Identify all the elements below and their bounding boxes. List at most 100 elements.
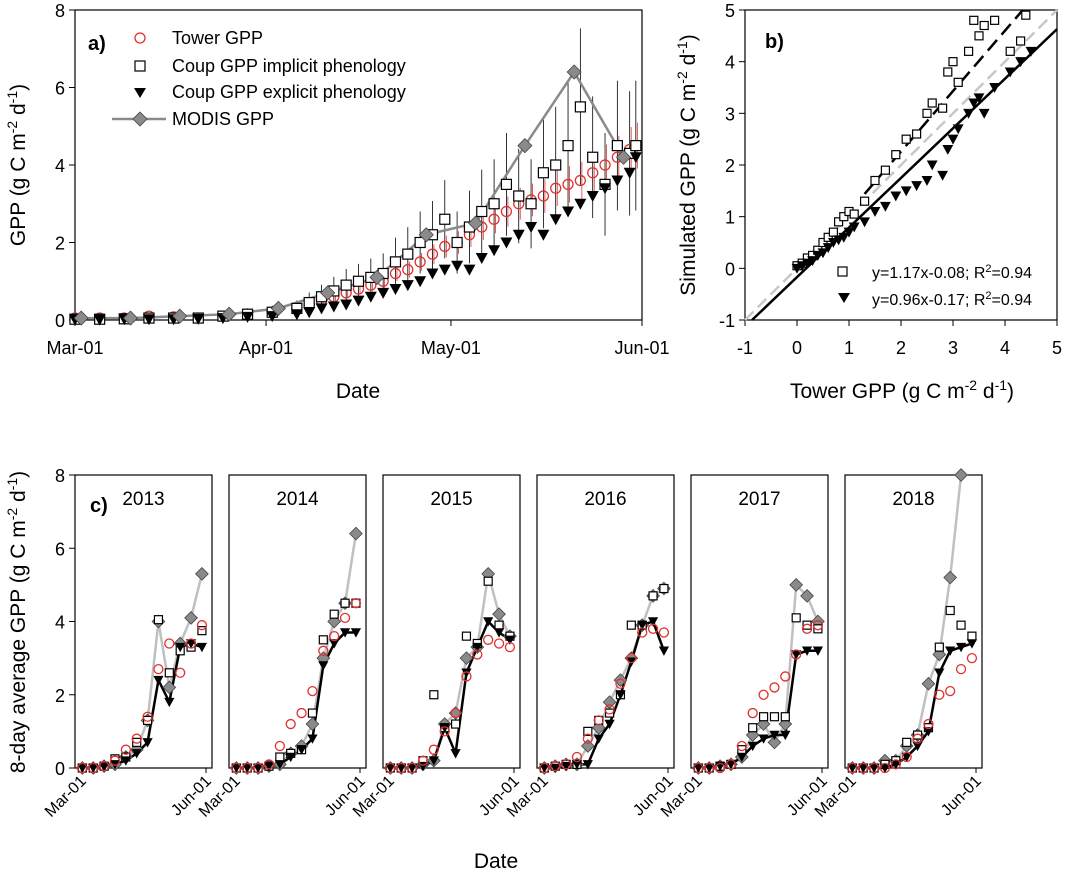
panel-b-explicit-point bbox=[848, 222, 860, 233]
panel-c-tower-point bbox=[637, 627, 648, 638]
panel-c-implicit-point bbox=[494, 620, 504, 630]
panel-c-implicit-point bbox=[769, 712, 780, 722]
panel-a-implicit-point bbox=[574, 101, 586, 113]
panel-c-implicit-point bbox=[626, 620, 636, 630]
panel-c-explicit-point bbox=[791, 650, 802, 660]
panel-c-explicit-point bbox=[450, 749, 461, 759]
panel-c-tower-point bbox=[175, 667, 186, 678]
panel-c-explicit-point bbox=[231, 763, 242, 774]
panel-c-modis-point bbox=[613, 673, 628, 687]
panel-c-explicit-point bbox=[769, 730, 780, 741]
panel-c-explicit-point bbox=[307, 734, 318, 744]
panel-a-y-tick-label: 0 bbox=[55, 311, 65, 331]
panel-c-implicit-point bbox=[583, 726, 593, 736]
panel-a-explicit-point bbox=[303, 307, 316, 319]
panel-c-tower-point bbox=[285, 718, 296, 730]
panel-a-explicit-point bbox=[574, 198, 587, 210]
panel-c-implicit-point bbox=[748, 723, 758, 733]
panel-c-explicit-point bbox=[88, 763, 99, 774]
panel-a-explicit-point bbox=[512, 229, 525, 241]
panel-c-tower-point bbox=[704, 762, 715, 774]
panel-a-explicit-point bbox=[389, 284, 402, 295]
panel-b-eq2-marker bbox=[838, 293, 850, 303]
panel-c-tower-point bbox=[539, 762, 550, 774]
panel-a-implicit-point bbox=[303, 296, 315, 309]
panel-a-x-tick-label: May-01 bbox=[421, 338, 481, 358]
panel-c-explicit-point bbox=[504, 635, 516, 645]
panel-b-implicit-point bbox=[943, 67, 953, 77]
panel-c-frame-2016 bbox=[536, 474, 675, 769]
panel-c-explicit-point bbox=[318, 661, 329, 671]
panel-c-implicit-point bbox=[802, 620, 812, 630]
panel-c-modis-point bbox=[591, 720, 606, 735]
panel-c-tower-point bbox=[196, 620, 208, 631]
panel-c-tower-point bbox=[693, 762, 704, 774]
panel-b-explicit-point bbox=[926, 160, 938, 171]
panel-a-implicit-point bbox=[414, 236, 426, 249]
panel-a-explicit-point bbox=[192, 313, 205, 325]
panel-a-implicit-point bbox=[500, 178, 513, 190]
panel-b-implicit-point bbox=[839, 212, 849, 222]
panel-b-implicit-fit-line bbox=[863, 9, 1024, 195]
panel-c-tower-point bbox=[858, 762, 869, 774]
panel-c-implicit-point bbox=[604, 708, 615, 718]
panel-c-implicit-point bbox=[934, 642, 944, 652]
panel-c-explicit-point bbox=[339, 628, 351, 638]
panel-c-tower-point bbox=[274, 740, 285, 752]
panel-c-implicit-point bbox=[648, 591, 658, 601]
panel-a-modis-line bbox=[81, 69, 625, 320]
panel-c-explicit-point bbox=[923, 727, 934, 737]
panel-c-explicit-point bbox=[890, 760, 901, 770]
panel-c-tower-point bbox=[318, 645, 329, 656]
panel-a-x-label: Date bbox=[336, 380, 380, 403]
panel-a-tower-point bbox=[439, 240, 451, 253]
panel-b-x-label: Tower GPP (g C m-2 d-1) bbox=[790, 377, 1014, 403]
panel-c-explicit-point bbox=[350, 628, 362, 638]
panel-c-year-label: 2018 bbox=[892, 489, 934, 510]
panel-c-explicit-point bbox=[801, 646, 813, 656]
panel-a-tower-point bbox=[402, 263, 414, 276]
panel-c-implicit-point bbox=[307, 708, 318, 718]
panel-c-x-label: Date bbox=[474, 850, 518, 873]
panel-b-y-tick-label: 3 bbox=[725, 104, 735, 124]
panel-a-modis-point bbox=[418, 227, 434, 243]
panel-b-implicit-point bbox=[828, 227, 839, 237]
panel-a-tower-point bbox=[414, 256, 426, 268]
panel-b-implicit-point bbox=[937, 103, 948, 113]
panel-c-frame-2015 bbox=[382, 474, 521, 769]
panel-c-implicit-point bbox=[275, 752, 285, 762]
panel-c-tower-point bbox=[493, 638, 505, 649]
panel-c-explicit-point bbox=[780, 730, 791, 741]
panel-c-tower-point bbox=[934, 689, 945, 700]
panel-b-y-tick-label: -1 bbox=[719, 311, 735, 331]
panel-c-year-label: 2013 bbox=[122, 489, 164, 510]
panel-c-tower-point bbox=[428, 744, 439, 755]
panel-c-implicit-point bbox=[197, 626, 207, 636]
panel-c-explicit-point bbox=[98, 762, 110, 773]
panel-c-explicit-line bbox=[236, 631, 356, 770]
panel-c-implicit-point bbox=[132, 737, 142, 747]
panel-a-x-tick-label: Mar-01 bbox=[46, 338, 103, 358]
panel-c-explicit-point bbox=[758, 734, 769, 744]
panel-c-tower-point bbox=[955, 663, 967, 675]
panel-c-explicit-point bbox=[955, 642, 967, 653]
panel-a-implicit-point bbox=[513, 190, 525, 202]
panel-c-modis-line bbox=[852, 475, 963, 768]
panel-c-explicit-point bbox=[615, 690, 626, 700]
panel-c-y-tick-label: 8 bbox=[55, 466, 65, 486]
panel-a-implicit-point bbox=[476, 205, 488, 218]
panel-a-tower-point bbox=[587, 167, 599, 179]
panel-c-tower-point bbox=[571, 751, 583, 763]
panel-c-tower-point bbox=[483, 634, 494, 645]
panel-c-implicit-point bbox=[340, 598, 350, 608]
panel-c-tower-point bbox=[307, 685, 318, 697]
panel-c-modis-point bbox=[459, 651, 474, 665]
panel-c-explicit-point bbox=[175, 642, 186, 653]
panel-c-explicit-point bbox=[396, 763, 407, 774]
panel-a-modis-point bbox=[369, 269, 385, 285]
panel-c-explicit-point bbox=[966, 639, 978, 649]
panel-c-modis-point bbox=[580, 739, 595, 753]
